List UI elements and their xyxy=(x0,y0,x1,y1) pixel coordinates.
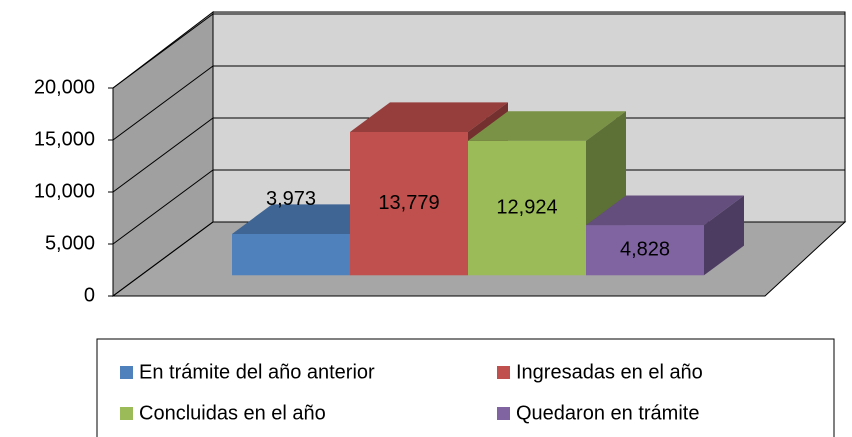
y-tick-label: 15,000 xyxy=(34,128,95,150)
grid-line xyxy=(112,169,845,245)
legend-label: Concluidas en el año xyxy=(139,402,326,424)
bar-top xyxy=(468,111,626,141)
legend-label: En trámite del año anterior xyxy=(139,361,375,383)
bar-side xyxy=(704,195,744,276)
data-label: 12,924 xyxy=(496,196,557,218)
data-label: 3,973 xyxy=(266,188,316,210)
y-tick-label: 0 xyxy=(84,284,95,306)
grid-line xyxy=(112,13,845,89)
grid-line xyxy=(112,117,845,193)
data-label: 13,779 xyxy=(378,192,439,214)
bar-front xyxy=(468,140,586,276)
bar-top xyxy=(586,195,744,226)
bar-front xyxy=(232,233,350,276)
legend-swatch xyxy=(497,407,510,420)
y-tick-label: 5,000 xyxy=(45,232,95,254)
y-tick-label: 10,000 xyxy=(34,180,95,202)
data-label: 4,828 xyxy=(620,238,670,260)
y-tick-label: 20,000 xyxy=(34,76,95,98)
bar-top xyxy=(350,102,508,132)
legend-swatch xyxy=(120,407,133,420)
legend-swatch xyxy=(497,366,510,379)
legend-box xyxy=(96,338,835,437)
legend-swatch xyxy=(120,366,133,379)
bar-front xyxy=(350,131,468,276)
legend-label: Quedaron en trámite xyxy=(516,402,699,424)
bar-front xyxy=(586,225,704,276)
legend-label: Ingresadas en el año xyxy=(516,361,703,383)
grid-line xyxy=(112,65,845,141)
